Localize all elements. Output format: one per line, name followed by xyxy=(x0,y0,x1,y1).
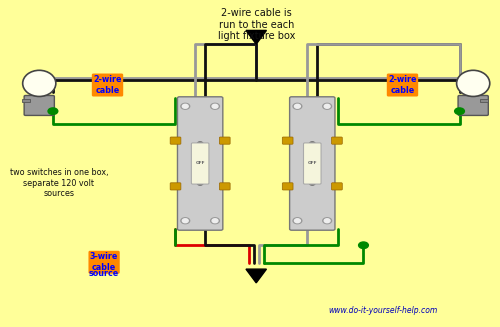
Text: two switches in one box,
separate 120 volt
sources: two switches in one box, separate 120 vo… xyxy=(10,168,108,198)
FancyBboxPatch shape xyxy=(220,183,230,190)
Circle shape xyxy=(48,108,58,114)
FancyBboxPatch shape xyxy=(220,137,230,144)
Circle shape xyxy=(294,104,300,108)
Circle shape xyxy=(454,108,464,114)
FancyBboxPatch shape xyxy=(290,97,335,230)
Circle shape xyxy=(181,103,190,109)
FancyBboxPatch shape xyxy=(170,183,181,190)
FancyBboxPatch shape xyxy=(192,143,209,184)
Ellipse shape xyxy=(22,70,56,96)
Circle shape xyxy=(181,218,190,224)
FancyBboxPatch shape xyxy=(22,99,30,102)
FancyBboxPatch shape xyxy=(282,137,293,144)
Circle shape xyxy=(293,103,302,109)
Circle shape xyxy=(210,218,220,224)
Ellipse shape xyxy=(456,70,490,96)
Circle shape xyxy=(324,104,330,108)
Text: OFF: OFF xyxy=(196,162,205,165)
FancyBboxPatch shape xyxy=(480,99,488,102)
FancyBboxPatch shape xyxy=(170,137,181,144)
Circle shape xyxy=(197,181,203,185)
Circle shape xyxy=(358,242,368,249)
Polygon shape xyxy=(246,269,266,283)
Circle shape xyxy=(212,219,218,223)
FancyBboxPatch shape xyxy=(332,183,342,190)
Circle shape xyxy=(323,103,332,109)
Circle shape xyxy=(294,219,300,223)
Circle shape xyxy=(197,142,203,146)
Circle shape xyxy=(293,218,302,224)
Circle shape xyxy=(310,181,315,185)
FancyBboxPatch shape xyxy=(458,95,488,115)
Text: www.do-it-yourself-help.com: www.do-it-yourself-help.com xyxy=(328,305,438,315)
Circle shape xyxy=(182,104,188,108)
FancyBboxPatch shape xyxy=(282,183,293,190)
Polygon shape xyxy=(246,30,266,44)
Circle shape xyxy=(310,142,315,146)
Circle shape xyxy=(324,219,330,223)
Circle shape xyxy=(210,103,220,109)
Circle shape xyxy=(323,218,332,224)
Circle shape xyxy=(212,104,218,108)
FancyBboxPatch shape xyxy=(178,97,223,230)
Text: 2-wire
cable: 2-wire cable xyxy=(388,75,416,95)
Circle shape xyxy=(182,219,188,223)
FancyBboxPatch shape xyxy=(304,143,321,184)
FancyBboxPatch shape xyxy=(24,95,54,115)
FancyBboxPatch shape xyxy=(332,137,342,144)
Text: OFF: OFF xyxy=(308,162,317,165)
Text: 3-wire
cable: 3-wire cable xyxy=(90,252,118,272)
Text: 2-wire
cable: 2-wire cable xyxy=(94,75,122,95)
Text: 2-wire cable is
run to the each
light fixture box: 2-wire cable is run to the each light fi… xyxy=(218,8,295,42)
Text: source: source xyxy=(89,269,119,278)
